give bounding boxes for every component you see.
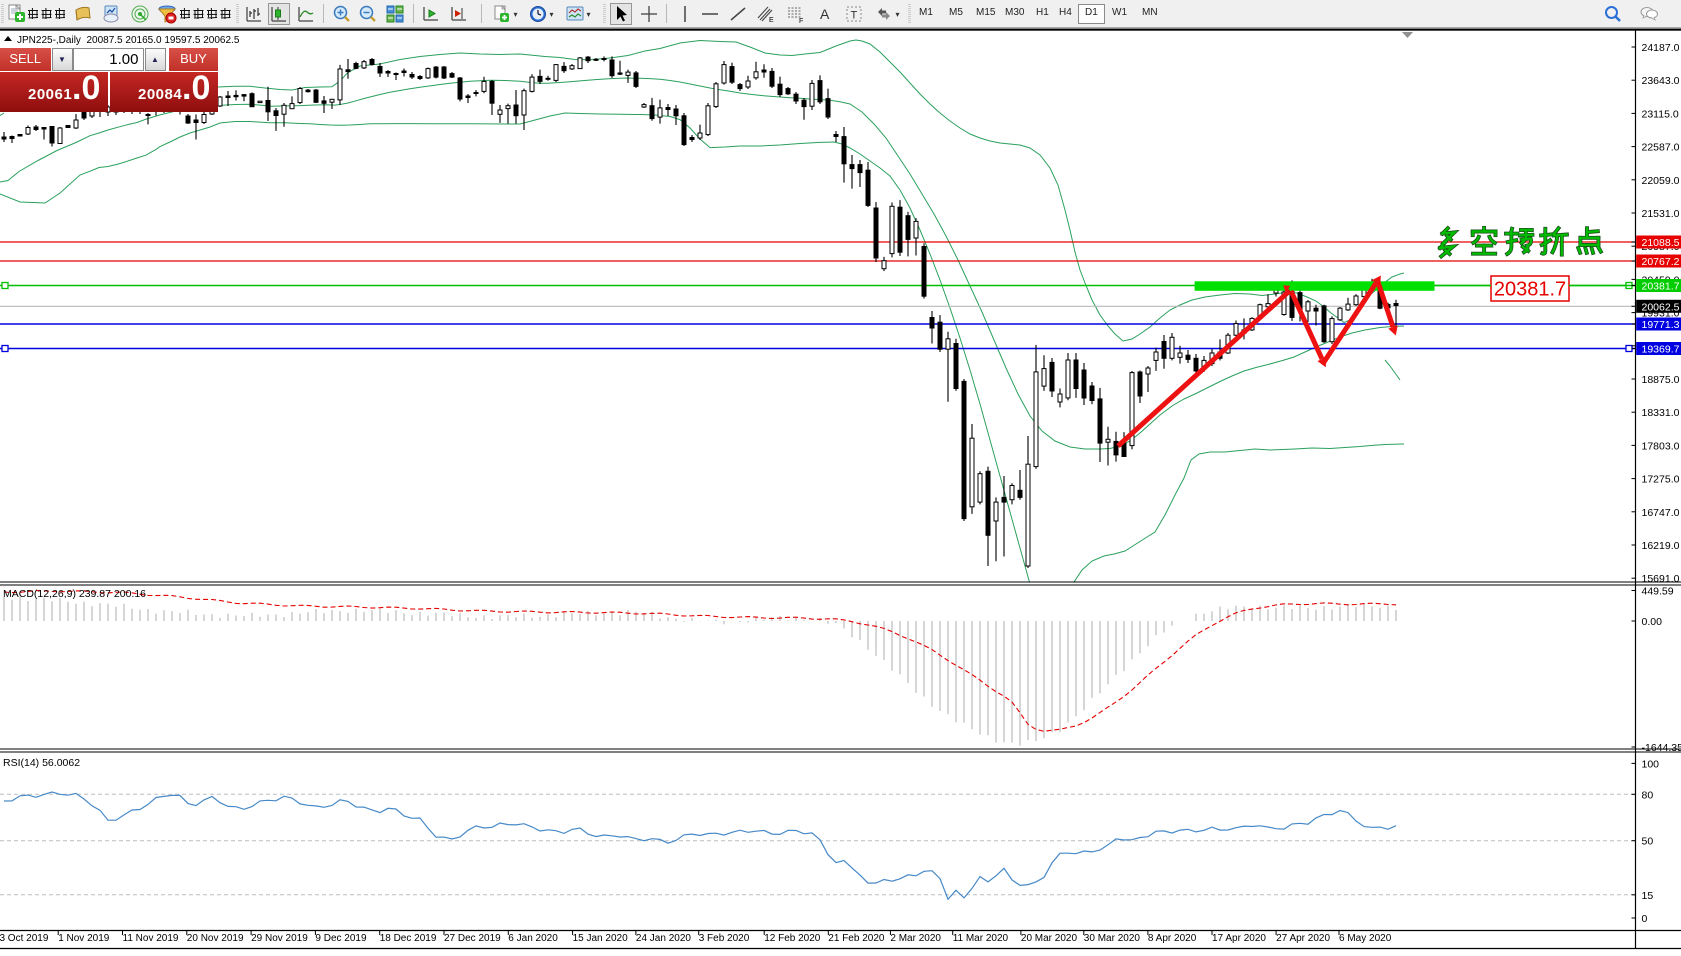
svg-text:21088.5: 21088.5 xyxy=(1642,237,1680,249)
svg-text:20 Nov 2019: 20 Nov 2019 xyxy=(187,933,244,944)
svg-text:12 Feb 2020: 12 Feb 2020 xyxy=(764,933,821,944)
svg-text:6 Jan 2020: 6 Jan 2020 xyxy=(508,933,558,944)
svg-text:9 Dec 2019: 9 Dec 2019 xyxy=(315,933,367,944)
svg-text:0: 0 xyxy=(1642,913,1648,925)
svg-text:23 Oct 2019: 23 Oct 2019 xyxy=(0,933,49,944)
svg-text:20767.2: 20767.2 xyxy=(1642,256,1680,268)
svg-text:E: E xyxy=(769,17,774,24)
svg-text:27 Dec 2019: 27 Dec 2019 xyxy=(444,933,501,944)
svg-text:15: 15 xyxy=(1642,890,1654,902)
svg-text:22587.0: 22587.0 xyxy=(1642,142,1680,154)
svg-text:449.59: 449.59 xyxy=(1642,586,1674,598)
svg-text:F: F xyxy=(799,18,803,24)
svg-text:24 Jan 2020: 24 Jan 2020 xyxy=(636,933,691,944)
svg-text:18331.0: 18331.0 xyxy=(1642,407,1680,419)
svg-text:50: 50 xyxy=(1642,836,1654,848)
svg-text:20062.5: 20062.5 xyxy=(1642,301,1680,313)
svg-text:RSI(14) 56.0062: RSI(14) 56.0062 xyxy=(3,757,80,769)
svg-text:0.00: 0.00 xyxy=(1642,616,1663,628)
svg-text:2 Mar 2020: 2 Mar 2020 xyxy=(890,933,941,944)
svg-text:17 Apr 2020: 17 Apr 2020 xyxy=(1212,933,1266,944)
svg-text:30 Mar 2020: 30 Mar 2020 xyxy=(1084,933,1141,944)
svg-text:22059.0: 22059.0 xyxy=(1642,175,1680,187)
svg-text:23643.0: 23643.0 xyxy=(1642,75,1680,87)
svg-text:T: T xyxy=(851,10,858,22)
svg-text:29 Nov 2019: 29 Nov 2019 xyxy=(251,933,308,944)
svg-text:11 Mar 2020: 11 Mar 2020 xyxy=(953,933,1009,944)
svg-text:18875.0: 18875.0 xyxy=(1642,374,1680,386)
svg-text:20381.7: 20381.7 xyxy=(1642,281,1680,293)
svg-text:17803.0: 17803.0 xyxy=(1642,440,1680,452)
svg-text:JPN225-,Daily 20087.5 20165.0: JPN225-,Daily 20087.5 20165.0 19597.5 20… xyxy=(17,35,240,46)
svg-text:24187.0: 24187.0 xyxy=(1642,42,1680,54)
svg-text:20381.7: 20381.7 xyxy=(1494,279,1566,301)
svg-text:3 Feb 2020: 3 Feb 2020 xyxy=(699,933,750,944)
svg-text:1 Nov 2019: 1 Nov 2019 xyxy=(58,933,110,944)
svg-text:16747.0: 16747.0 xyxy=(1642,507,1680,519)
svg-text:21 Feb 2020: 21 Feb 2020 xyxy=(828,933,885,944)
svg-text:20 Mar 2020: 20 Mar 2020 xyxy=(1021,933,1078,944)
svg-text:11 Nov 2019: 11 Nov 2019 xyxy=(123,933,179,944)
svg-text:6 May 2020: 6 May 2020 xyxy=(1339,933,1392,944)
svg-text:100: 100 xyxy=(1642,758,1660,770)
svg-text:80: 80 xyxy=(1642,789,1654,801)
svg-text:21531.0: 21531.0 xyxy=(1642,208,1680,220)
svg-text:18 Dec 2019: 18 Dec 2019 xyxy=(380,933,437,944)
svg-text:-1644.35: -1644.35 xyxy=(1642,742,1681,754)
svg-text:17275.0: 17275.0 xyxy=(1642,474,1680,486)
svg-text:MACD(12,26,9) 239.87 200.16: MACD(12,26,9) 239.87 200.16 xyxy=(3,588,146,600)
svg-text:27 Apr 2020: 27 Apr 2020 xyxy=(1276,933,1330,944)
svg-text:19771.3: 19771.3 xyxy=(1642,319,1680,331)
svg-text:23115.0: 23115.0 xyxy=(1642,108,1679,120)
svg-text:8 Apr 2020: 8 Apr 2020 xyxy=(1148,933,1197,944)
svg-text:15 Jan 2020: 15 Jan 2020 xyxy=(573,933,628,944)
svg-text:A: A xyxy=(820,6,830,22)
svg-text:16219.0: 16219.0 xyxy=(1642,540,1680,552)
svg-text:15691.0: 15691.0 xyxy=(1642,573,1680,585)
svg-text:19369.7: 19369.7 xyxy=(1642,344,1680,356)
